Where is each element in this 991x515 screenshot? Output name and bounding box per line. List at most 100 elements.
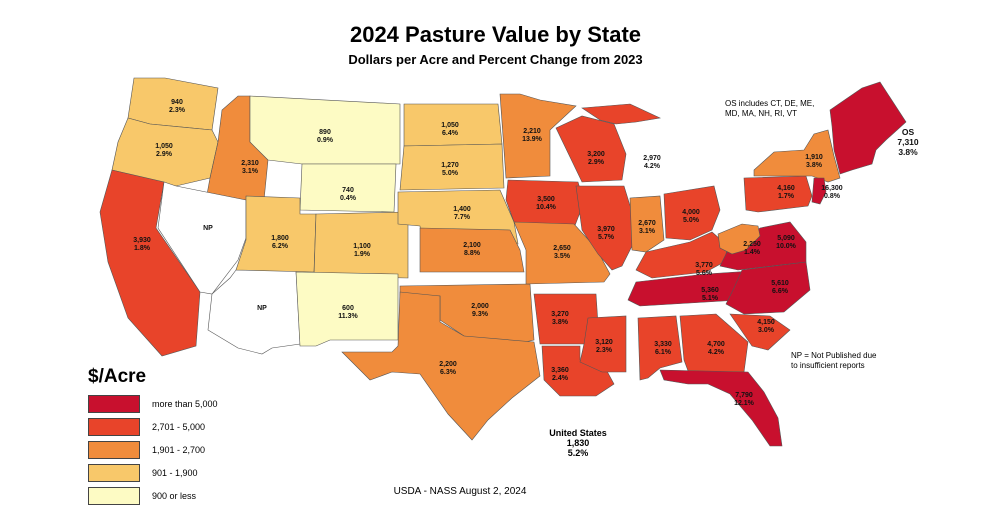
state-label-CO: 1.9% <box>354 251 371 258</box>
state-label-OH: 5.0% <box>683 217 700 224</box>
state-WV <box>717 223 761 255</box>
state-label-OH: 4,000 <box>682 209 700 216</box>
state-label-MT: 0.9% <box>317 137 334 144</box>
state-NM <box>295 271 399 347</box>
state-label-MN: 2,210 <box>523 128 541 135</box>
state-label-WY: 740 <box>342 187 354 194</box>
state-label-OR: 2.9% <box>156 151 173 158</box>
source-note: USDA - NASS August 2, 2024 <box>393 486 527 497</box>
state-label-MO: 2,650 <box>553 245 571 252</box>
state-VA <box>719 221 807 271</box>
legend-swatch <box>88 487 140 505</box>
os-note-line-1: OS includes CT, DE, ME, <box>725 99 815 108</box>
state-label-KS: 2,100 <box>463 242 481 249</box>
state-label-MS: 3,120 <box>595 339 613 346</box>
state-label-FL: 7,790 <box>735 392 753 399</box>
legend-swatch <box>88 441 140 459</box>
legend-swatch <box>88 464 140 482</box>
legend-swatch <box>88 418 140 436</box>
state-OS <box>829 81 907 175</box>
state-AZ <box>207 269 301 355</box>
state-label-GA: 4.2% <box>708 349 725 356</box>
state-label-ND: 6.4% <box>442 130 459 137</box>
legend-item: more than 5,000 <box>88 395 218 413</box>
state-KS <box>419 227 525 273</box>
us-total-name: United States <box>549 428 607 438</box>
state-label-IL: 5.7% <box>598 234 615 241</box>
state-label-SC: 3.0% <box>758 327 775 334</box>
state-FL <box>659 369 783 447</box>
legend-label: 901 - 1,900 <box>152 468 198 478</box>
state-label-OK: 2,000 <box>471 303 489 310</box>
state-label-TN: 5,360 <box>701 287 719 294</box>
state-label-NE: 1,400 <box>453 206 471 213</box>
state-NC <box>725 261 811 315</box>
legend-swatch <box>88 395 140 413</box>
state-label-IN: 3.1% <box>639 228 656 235</box>
state-label-CA: 1.8% <box>134 245 151 252</box>
us-total-value: 1,830 <box>566 438 590 448</box>
state-IN <box>629 195 665 253</box>
state-WY <box>299 163 397 213</box>
state-AL <box>637 315 683 381</box>
state-label-AL: 6.1% <box>655 349 672 356</box>
legend-item: 2,701 - 5,000 <box>88 418 205 436</box>
map-title: 2024 Pasture Value by State <box>349 22 642 47</box>
state-label-AL: 3,330 <box>654 341 672 348</box>
legend-item: 901 - 1,900 <box>88 464 198 482</box>
state-MO <box>513 221 611 285</box>
np-note-line-1: NP = Not Published due <box>791 351 877 360</box>
state-label-CA: 3,930 <box>133 237 151 244</box>
legend-item: 900 or less <box>88 487 196 505</box>
state-WI <box>555 115 627 183</box>
state-label-SD: 1,270 <box>441 162 459 169</box>
state-MS <box>579 315 627 373</box>
legend-label: 2,701 - 5,000 <box>152 422 206 432</box>
state-label-AZ: NP <box>257 305 267 312</box>
state-label-OK: 9.3% <box>472 311 489 318</box>
state-label-MS: 2.3% <box>596 347 613 354</box>
np-note: NP = Not Published due to insufficient r… <box>791 351 876 371</box>
state-label-OS: 7,310 <box>897 137 919 147</box>
state-label-NC: 6.6% <box>772 288 789 295</box>
state-label-NM: 11.3% <box>338 313 358 320</box>
map-subtitle: Dollars per Acre and Percent Change from… <box>348 52 643 67</box>
state-label-NY: 3.8% <box>806 162 823 169</box>
state-label-MN: 13.9% <box>522 136 543 143</box>
legend-label: 900 or less <box>152 491 197 501</box>
state-MI <box>581 103 662 125</box>
legend-title: $/Acre <box>88 366 147 387</box>
state-CO <box>313 211 409 279</box>
state-MN <box>499 93 577 179</box>
state-label-LA: 2.4% <box>552 375 569 382</box>
state-label-WV: 1.4% <box>744 249 761 256</box>
state-NY <box>753 129 841 183</box>
us-total-change: 5.2% <box>567 448 589 458</box>
state-label-NM: 600 <box>342 305 354 312</box>
state-label-NC: 5,610 <box>771 280 789 287</box>
np-note-line-2: to insufficient reports <box>791 361 865 370</box>
state-label-IA: 10.4% <box>536 204 557 211</box>
state-CA <box>99 169 201 357</box>
state-label-IA: 3,500 <box>537 196 555 203</box>
state-label-KY: 5.6% <box>696 270 713 277</box>
os-note-line-2: MD, MA, NH, RI, VT <box>725 109 797 118</box>
state-label-GA: 4,700 <box>707 341 725 348</box>
state-label-AR: 3.8% <box>552 319 569 326</box>
state-label-ID: 2,310 <box>241 160 259 167</box>
legend-label: more than 5,000 <box>152 399 218 409</box>
state-label-WV: 2,250 <box>743 241 761 248</box>
state-IL <box>575 185 633 271</box>
state-label-IL: 3,970 <box>597 226 615 233</box>
state-SC <box>729 313 791 351</box>
state-label-KY: 3,770 <box>695 262 713 269</box>
state-NJ <box>811 177 827 205</box>
state-label-WI: 2.9% <box>588 159 605 166</box>
state-label-TX: 6.3% <box>440 369 457 376</box>
state-label-NJ: 16,300 <box>821 185 843 192</box>
state-label-ID: 3.1% <box>242 168 259 175</box>
state-label-MI: 2,970 <box>643 155 661 162</box>
state-label-TN: 5.1% <box>702 295 719 302</box>
state-label-NE: 7.7% <box>454 214 471 221</box>
